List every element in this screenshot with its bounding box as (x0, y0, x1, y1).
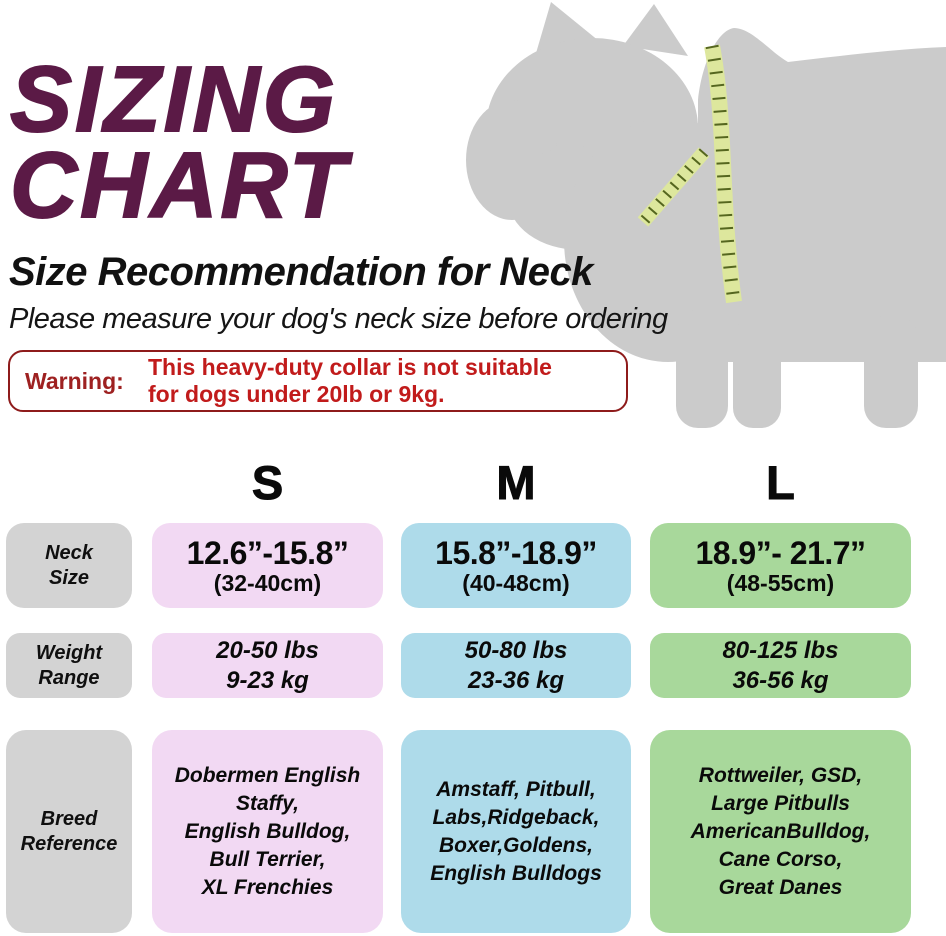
column-header-l: L (766, 456, 796, 509)
row-label-breed-reference: Breed Reference (6, 730, 132, 933)
measuring-tape-icon (637, 44, 742, 304)
warning-box: Warning: This heavy-duty collar is not s… (8, 350, 628, 412)
page-subtitle: Size Recommendation for Neck (9, 250, 593, 294)
column-header-s: S (251, 456, 284, 509)
cell-neck-size-m: 15.8”-18.9” (40-48cm) (401, 523, 631, 608)
cell-weight-m: 50-80 lbs 23-36 kg (401, 633, 631, 698)
neck-size-inches-s: 12.6”-15.8” (186, 535, 349, 571)
cell-weight-s: 20-50 lbs 9-23 kg (152, 633, 383, 698)
dog-silhouette-illustration (466, 2, 946, 428)
neck-size-cm-m: (40-48cm) (462, 570, 570, 596)
cell-breeds-l: Rottweiler, GSD, Large Pitbulls American… (650, 730, 911, 933)
cell-weight-l: 80-125 lbs 36-56 kg (650, 633, 911, 698)
neck-size-cm-s: (32-40cm) (213, 570, 322, 596)
page-title: SIZING CHART (9, 47, 349, 237)
cell-breeds-s: Dobermen English Staffy, English Bulldog… (152, 730, 383, 933)
cell-neck-size-s: 12.6”-15.8” (32-40cm) (152, 523, 383, 608)
neck-size-inches-l: 18.9”- 21.7” (695, 535, 866, 571)
warning-label: Warning: (25, 367, 124, 394)
cell-breeds-m: Amstaff, Pitbull, Labs,Ridgeback, Boxer,… (401, 730, 631, 933)
warning-message: This heavy-duty collar is not suitable f… (148, 354, 552, 407)
column-header-m: M (496, 456, 536, 509)
neck-size-inches-m: 15.8”-18.9” (435, 535, 597, 571)
cell-neck-size-l: 18.9”- 21.7” (48-55cm) (650, 523, 911, 608)
row-label-weight-range: Weight Range (6, 633, 132, 698)
neck-size-cm-l: (48-55cm) (726, 570, 835, 596)
measure-note: Please measure your dog's neck size befo… (9, 303, 668, 335)
row-label-neck-size: Neck Size (6, 523, 132, 608)
dog-body-shape (466, 2, 946, 428)
